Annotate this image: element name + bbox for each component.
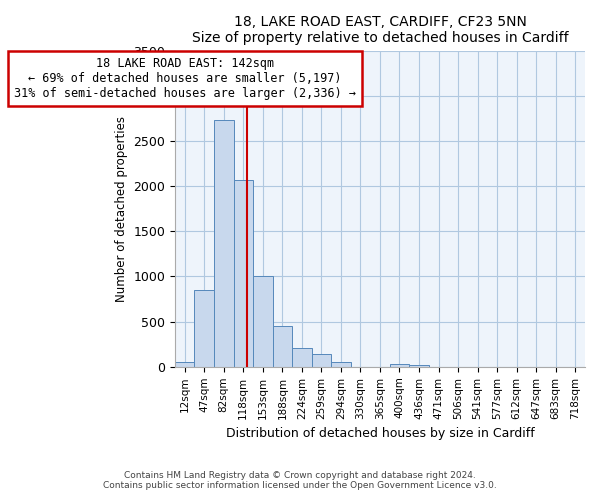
Y-axis label: Number of detached properties: Number of detached properties [115,116,128,302]
Text: Contains HM Land Registry data © Crown copyright and database right 2024.
Contai: Contains HM Land Registry data © Crown c… [103,470,497,490]
Bar [194,290,214,367]
Bar [175,362,194,367]
Bar [409,365,429,367]
Bar [311,354,331,367]
Title: 18, LAKE ROAD EAST, CARDIFF, CF23 5NN
Size of property relative to detached hous: 18, LAKE ROAD EAST, CARDIFF, CF23 5NN Si… [191,15,568,45]
X-axis label: Distribution of detached houses by size in Cardiff: Distribution of detached houses by size … [226,427,535,440]
Text: 18 LAKE ROAD EAST: 142sqm
← 69% of detached houses are smaller (5,197)
31% of se: 18 LAKE ROAD EAST: 142sqm ← 69% of detac… [14,57,356,100]
Bar [214,120,233,367]
Bar [331,362,350,367]
Bar [253,276,272,367]
Bar [390,364,409,367]
Bar [233,180,253,367]
Bar [292,348,311,367]
Bar [272,326,292,367]
